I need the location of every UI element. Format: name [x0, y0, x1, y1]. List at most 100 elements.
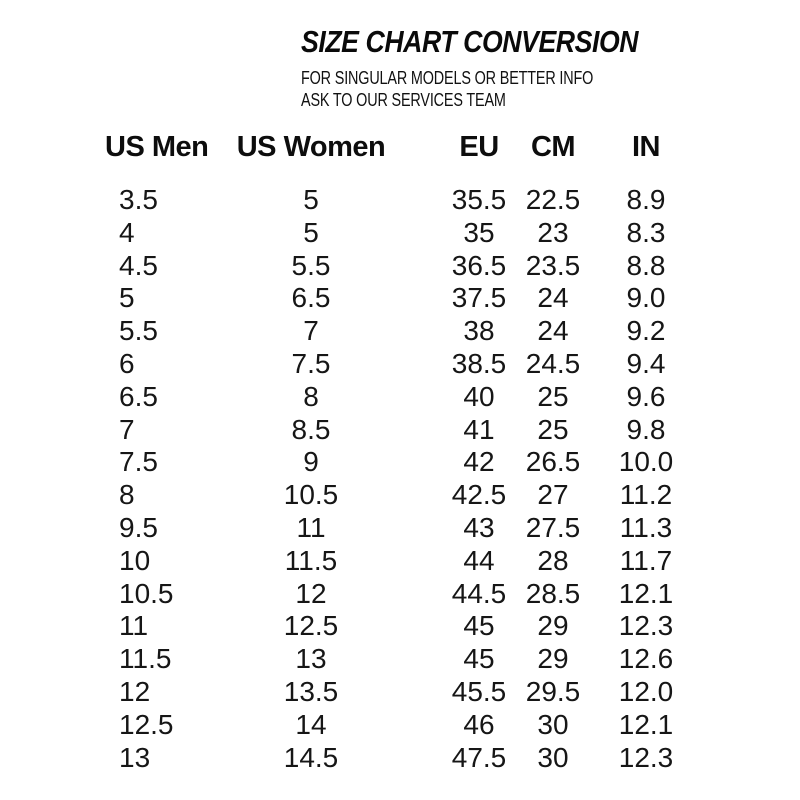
table-header-row: US Men US Women EU CM IN — [0, 129, 800, 165]
cell-in: 9.6 — [626, 380, 666, 412]
cell-cm: 24 — [537, 315, 569, 347]
cell-cm: 25 — [537, 380, 569, 412]
cell-us-women: 7 — [303, 315, 319, 347]
table-row: 11.5 13 45 29 12.6 — [0, 643, 800, 676]
cell-cm: 25 — [537, 413, 569, 445]
cell-cm: 28 — [537, 544, 569, 576]
cell-cm: 24.5 — [525, 347, 581, 379]
cell-cm: 23.5 — [525, 249, 581, 281]
cell-us-women: 14 — [295, 708, 327, 740]
cell-us-men: 11 — [119, 610, 149, 642]
cell-cm: 28.5 — [525, 577, 581, 609]
cell-us-women: 10.5 — [283, 479, 339, 511]
cell-cm: 29 — [537, 643, 569, 675]
cell-us-men: 4.5 — [119, 249, 158, 281]
cell-in: 12.3 — [618, 610, 674, 642]
cell-in: 11.2 — [619, 479, 673, 511]
cell-us-men: 5 — [119, 282, 135, 314]
cell-us-women: 13 — [295, 643, 327, 675]
column-header-eu: EU — [459, 131, 499, 163]
cell-eu: 36.5 — [451, 249, 507, 281]
cell-us-women: 9 — [303, 446, 319, 478]
column-header-us-men: US Men — [105, 131, 209, 163]
cell-us-women: 8 — [303, 380, 319, 412]
cell-in: 9.8 — [626, 413, 666, 445]
cell-eu: 38 — [463, 315, 495, 347]
cell-in: 10.0 — [618, 446, 674, 478]
cell-in: 9.2 — [626, 315, 666, 347]
cell-in: 11.3 — [619, 511, 673, 543]
cell-us-men: 12 — [119, 675, 151, 707]
cell-in: 12.1 — [618, 577, 674, 609]
cell-in: 11.7 — [619, 544, 673, 576]
subtitle-line-1: FOR SINGULAR MODELS OR BETTER INFO — [301, 68, 594, 88]
cell-us-women: 5 — [303, 216, 319, 248]
page-subtitle: FOR SINGULAR MODELS OR BETTER INFO ASK T… — [301, 67, 615, 111]
cell-us-men: 8 — [119, 479, 135, 511]
cell-us-women: 6.5 — [291, 282, 331, 314]
cell-eu: 45.5 — [451, 675, 507, 707]
cell-eu: 35 — [463, 216, 495, 248]
subtitle-line-2: ASK TO OUR SERVICES TEAM — [301, 90, 506, 110]
table-row: 7 8.5 41 25 9.8 — [0, 414, 800, 447]
cell-eu: 41 — [463, 413, 495, 445]
cell-us-men: 11.5 — [119, 643, 172, 675]
column-header-cm: CM — [530, 131, 576, 163]
table-row: 9.5 11 43 27.5 11.3 — [0, 512, 800, 545]
page-title: SIZE CHART CONVERSION — [301, 24, 639, 59]
cell-eu: 45 — [463, 610, 495, 642]
cell-in: 12.3 — [618, 741, 674, 773]
cell-eu: 47.5 — [451, 741, 507, 773]
table-row: 4 5 35 23 8.3 — [0, 217, 800, 250]
column-header-us-women: US Women — [236, 131, 386, 163]
table-body: 3.5 5 35.5 22.5 8.9 4 5 35 23 8.3 4.5 5.5 36.5 23.5 8.… — [0, 184, 800, 774]
cell-us-women: 5.5 — [291, 249, 331, 281]
cell-us-men: 6 — [119, 347, 135, 379]
table-row: 11 12.5 45 29 12.3 — [0, 610, 800, 643]
cell-eu: 42 — [463, 446, 495, 478]
cell-in: 9.0 — [626, 282, 666, 314]
cell-us-men: 3.5 — [119, 184, 158, 215]
cell-cm: 22.5 — [525, 184, 581, 215]
cell-us-women: 8.5 — [291, 413, 331, 445]
cell-eu: 46 — [463, 708, 495, 740]
cell-us-men: 7.5 — [119, 446, 158, 478]
cell-us-men: 10.5 — [119, 577, 174, 609]
cell-us-women: 11.5 — [284, 544, 338, 576]
table-row: 6 7.5 38.5 24.5 9.4 — [0, 348, 800, 381]
table-row: 12.5 14 46 30 12.1 — [0, 709, 800, 742]
cell-eu: 38.5 — [451, 347, 507, 379]
cell-cm: 26.5 — [525, 446, 581, 478]
cell-us-men: 7 — [119, 413, 135, 445]
cell-cm: 27 — [537, 479, 569, 511]
cell-eu: 35.5 — [451, 184, 507, 215]
cell-us-men: 6.5 — [119, 380, 158, 412]
cell-eu: 45 — [463, 643, 495, 675]
table-row: 4.5 5.5 36.5 23.5 8.8 — [0, 250, 800, 283]
cell-us-women: 13.5 — [283, 675, 339, 707]
cell-in: 12.0 — [618, 675, 674, 707]
cell-us-men: 10 — [119, 544, 151, 576]
cell-us-men: 13 — [119, 741, 151, 773]
cell-eu: 42.5 — [451, 479, 507, 511]
cell-in: 12.6 — [618, 643, 674, 675]
table-row: 5 6.5 37.5 24 9.0 — [0, 282, 800, 315]
cell-eu: 43 — [463, 511, 495, 543]
cell-cm: 30 — [537, 708, 569, 740]
cell-in: 12.1 — [618, 708, 674, 740]
cell-us-men: 9.5 — [119, 511, 158, 543]
cell-cm: 29.5 — [525, 675, 581, 707]
table-row: 7.5 9 42 26.5 10.0 — [0, 446, 800, 479]
cell-us-women: 14.5 — [283, 741, 339, 773]
table-row: 5.5 7 38 24 9.2 — [0, 315, 800, 348]
header: SIZE CHART CONVERSION FOR SINGULAR MODEL… — [301, 24, 693, 111]
table-row: 10 11.5 44 28 11.7 — [0, 545, 800, 578]
cell-eu: 37.5 — [451, 282, 507, 314]
table-row: 10.5 12 44.5 28.5 12.1 — [0, 578, 800, 611]
cell-eu: 44 — [463, 544, 495, 576]
cell-us-women: 5 — [303, 184, 319, 215]
table-row: 12 13.5 45.5 29.5 12.0 — [0, 676, 800, 709]
cell-in: 9.4 — [626, 347, 666, 379]
cell-us-women: 12 — [295, 577, 327, 609]
